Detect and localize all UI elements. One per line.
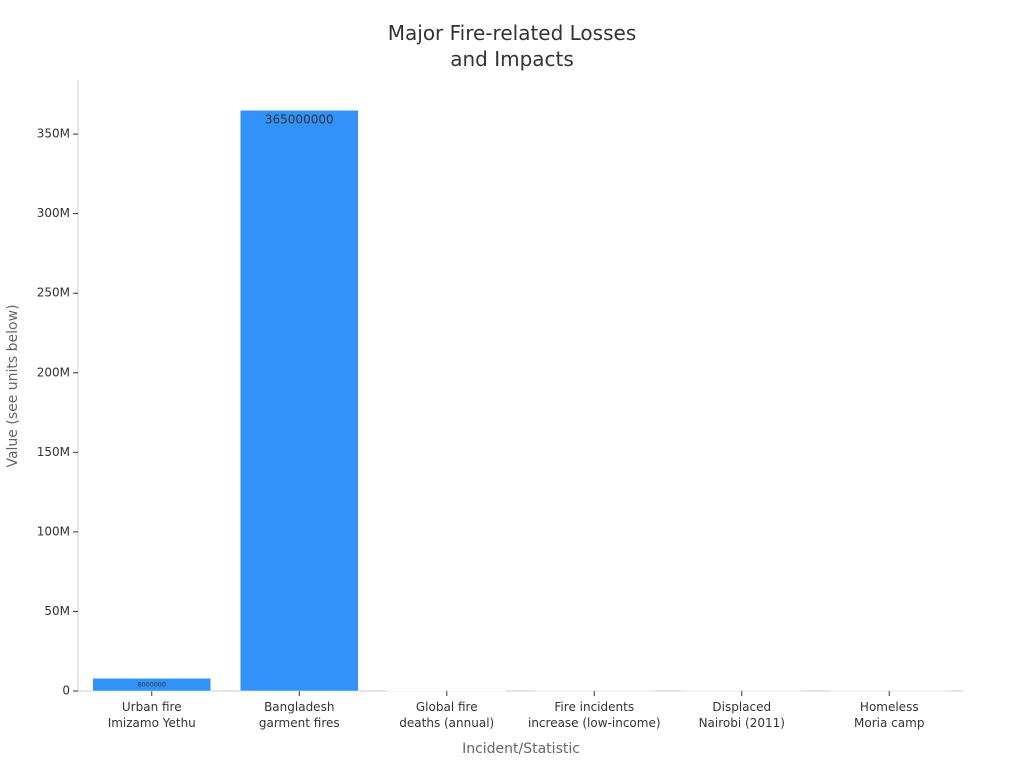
y-tick-label: 300M <box>37 206 70 220</box>
x-tick-label: Fire incidents increase (low-income) <box>527 700 661 730</box>
x-tick-label: Homeless Moria camp <box>854 700 925 730</box>
x-tick-label: Displaced Nairobi (2011) <box>698 700 785 730</box>
y-tick-label: 150M <box>37 445 70 459</box>
data-label: 12000 <box>888 690 890 691</box>
y-tick-label: 0 <box>62 684 70 698</box>
y-tick-label: 100M <box>37 524 70 538</box>
x-tick-label: Global fire deaths (annual) <box>399 700 495 730</box>
x-tick-label: Urban fire Imizamo Yethu <box>107 700 196 730</box>
chart-title: Major Fire-related Losses and Impacts <box>387 21 637 71</box>
y-tick-label: 50M <box>44 604 70 618</box>
x-axis-label: Incident/Statistic <box>462 741 580 757</box>
data-label: 365000000 <box>265 113 334 127</box>
y-tick-label: 200M <box>37 365 70 379</box>
data-label: 10000 <box>741 690 743 691</box>
bar <box>92 678 211 692</box>
bar <box>240 109 359 692</box>
y-axis-label: Value (see units below) <box>5 304 21 468</box>
y-tick-label: 350M <box>37 127 70 141</box>
x-tick-label: Bangladesh garment fires <box>258 700 340 730</box>
data-label: 180000 <box>446 690 449 691</box>
y-tick-label: 250M <box>37 286 70 300</box>
data-label: 8000000 <box>138 682 166 689</box>
